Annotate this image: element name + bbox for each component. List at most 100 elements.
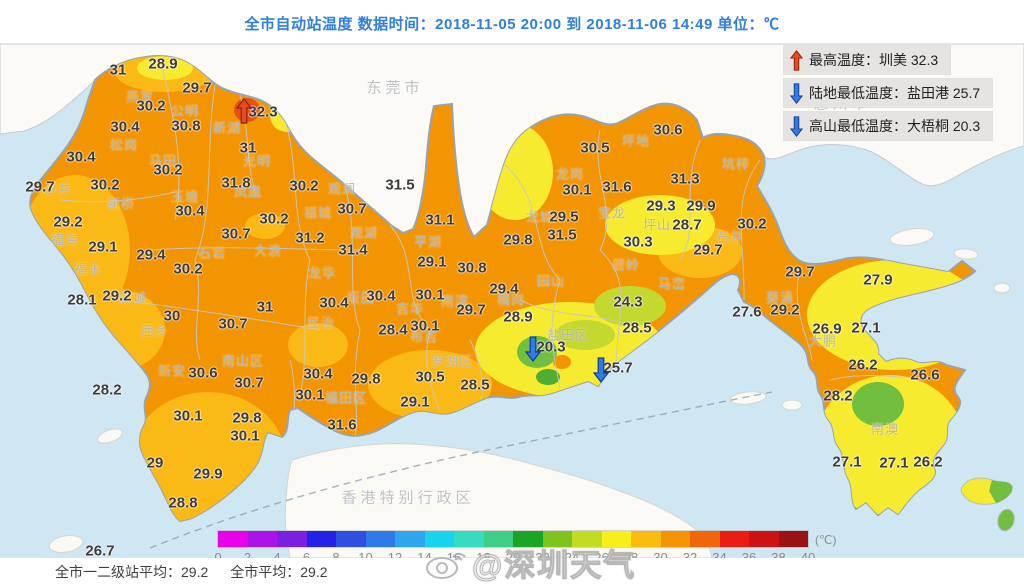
temp-label: 30.8 <box>171 117 201 135</box>
temp-label: 31.6 <box>327 416 357 434</box>
temp-label: 28.8 <box>168 494 198 512</box>
colorbar-tick: 4 <box>273 550 280 565</box>
temp-label: 30.6 <box>188 364 218 382</box>
district-label: 马峦 <box>657 276 687 292</box>
temp-label: 28.1 <box>67 291 97 309</box>
district-label: 燕罗 <box>125 89 155 105</box>
district-label: 玉塘 <box>170 189 200 205</box>
district-label: 新安 <box>157 363 187 379</box>
temp-label: 28.9 <box>148 55 178 73</box>
district-label: 航城 <box>118 290 148 306</box>
temp-label: 31.2 <box>295 229 325 247</box>
district-label: 沙井 <box>43 181 73 197</box>
temp-label: 31.4 <box>338 241 368 259</box>
legend-row: 陆地最低温度：盐田港 25.7 <box>784 79 993 107</box>
temp-label: 30.2 <box>289 177 319 195</box>
district-label: 松岗 <box>109 137 139 153</box>
temp-label: 30.5 <box>415 368 445 386</box>
colorbar-segment <box>749 531 779 547</box>
district-label: 盐田区 <box>546 327 590 343</box>
temp-label: 29.3 <box>646 197 676 215</box>
colorbar-segment <box>542 531 572 547</box>
temp-label: 29.2 <box>770 301 800 319</box>
temp-label: 31.5 <box>547 226 577 244</box>
temp-label: 20.3 <box>536 338 566 356</box>
colorbar-segment <box>247 531 277 547</box>
district-label: 石岩 <box>197 245 227 261</box>
colorbar-segment <box>660 531 690 547</box>
district-borders <box>59 57 931 441</box>
temp-label: 31 <box>239 139 257 157</box>
district-label: 坪地 <box>621 133 651 149</box>
district-label: 新湖 <box>212 120 242 136</box>
temp-label: 29.7 <box>693 241 723 259</box>
temp-label: 28.5 <box>460 376 490 394</box>
arrow-down-blue-icon <box>789 115 804 137</box>
district-label: 观湖 <box>349 225 379 241</box>
colorbar-segment <box>277 531 307 547</box>
temp-label: 30.1 <box>173 407 203 425</box>
temp-label: 26.9 <box>812 320 842 338</box>
temp-label: 30.8 <box>457 259 487 277</box>
temp-label: 30.7 <box>234 374 264 392</box>
district-label: 石井 <box>715 229 745 245</box>
temp-label: 30.4 <box>319 294 349 312</box>
temp-label: 29 <box>146 454 164 472</box>
temp-label: 31.5 <box>385 176 415 194</box>
temp-label: 31.1 <box>425 211 455 229</box>
colorbar-segment <box>218 531 248 547</box>
legend-row: 最高温度：圳美 32.3 <box>784 46 951 74</box>
district-label: 大鹏 <box>808 333 838 349</box>
temp-label: 30.2 <box>90 176 120 194</box>
temp-label: 30.2 <box>173 260 203 278</box>
district-label: 罗湖区 <box>430 353 474 369</box>
temp-label: 29.7 <box>785 263 815 281</box>
temp-label: 30 <box>163 307 181 325</box>
temp-label: 30.1 <box>295 386 325 404</box>
temp-label: 27.1 <box>879 454 909 472</box>
temp-label: 30.2 <box>136 97 166 115</box>
temp-label: 29.1 <box>400 393 430 411</box>
legend-label: 高山最低温度：大梧桐 20.3 <box>809 118 981 134</box>
temp-label: 30.2 <box>737 215 767 233</box>
temp-label: 29.8 <box>351 370 381 388</box>
arrow-up-red-icon <box>235 98 253 124</box>
temp-label: 25.7 <box>603 359 633 377</box>
colorbar-tick: 0 <box>214 550 221 565</box>
temp-label: 30.4 <box>303 365 333 383</box>
temperature-colorbar <box>217 530 809 548</box>
temp-label: 30.1 <box>562 181 592 199</box>
colorbar-segment <box>778 531 808 547</box>
arrow-down-blue-icon <box>592 357 610 383</box>
colorbar-tick: 8 <box>332 550 339 565</box>
district-label: 宝龙 <box>597 205 627 221</box>
temp-label: 30.1 <box>230 427 260 445</box>
temp-label: 29.2 <box>102 287 132 305</box>
extremes-legend: 最高温度：圳美 32.3 陆地最低温度：盐田港 25.7 高山最低温度：大梧桐 20… <box>784 46 993 145</box>
temp-label: 30.4 <box>110 118 140 136</box>
temp-label: 28.2 <box>823 387 853 405</box>
temp-label: 30.1 <box>415 286 445 304</box>
temp-label: 29.7 <box>456 301 486 319</box>
averages-text: 全市一二级站平均：29.2 全市平均：29.2 <box>55 562 350 582</box>
colorbar-segment <box>601 531 631 547</box>
temp-label: 30.3 <box>623 233 653 251</box>
temp-label: 28.5 <box>622 319 652 337</box>
temp-label: 30.5 <box>580 139 610 157</box>
legend-label: 陆地最低温度：盐田港 25.7 <box>809 85 981 101</box>
colorbar-segment <box>513 531 543 547</box>
district-label: 光明 <box>242 153 272 169</box>
city-label: 香港特别行政区 <box>341 489 475 507</box>
colorbar-segment <box>336 531 366 547</box>
colorbar-segment <box>365 531 395 547</box>
legend-label: 最高温度：圳美 32.3 <box>809 52 939 68</box>
district-label: 民治 <box>306 315 336 331</box>
temp-label: 31 <box>109 61 127 79</box>
page-title: 全市自动站温度 数据时间：2018-11-05 20:00 到 2018-11-… <box>244 16 780 33</box>
temp-label: 30.7 <box>221 225 251 243</box>
temp-label: 30.6 <box>653 121 683 139</box>
district-label: 南山区 <box>221 353 265 369</box>
colorbar-segment <box>719 531 749 547</box>
district-label: 大浪 <box>253 243 283 259</box>
